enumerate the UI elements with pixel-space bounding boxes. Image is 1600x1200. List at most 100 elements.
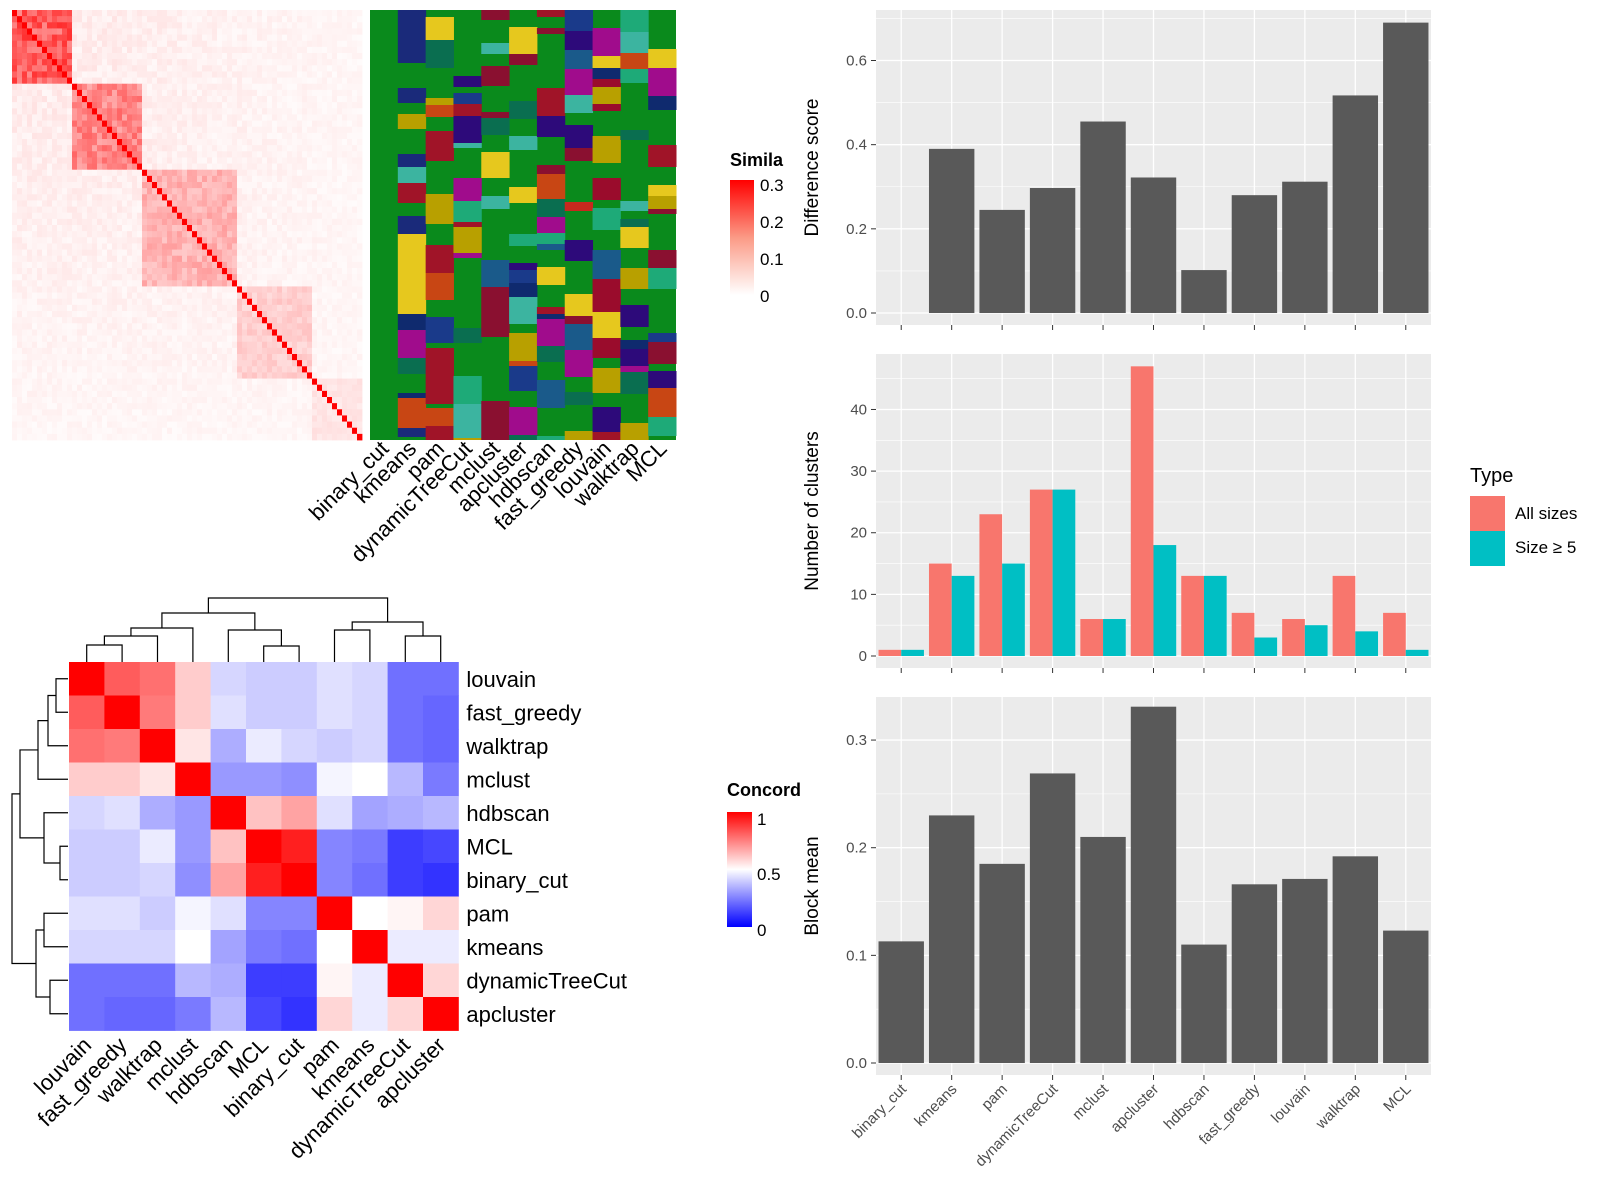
similarity-cell [157,218,163,226]
similarity-cell [157,341,163,349]
similarity-cell [112,163,118,171]
similarity-cell [72,237,78,244]
similarity-cell [277,200,283,207]
similarity-cell [247,200,253,207]
similarity-cell [87,280,93,287]
similarity-cell [252,114,258,121]
similarity-cell [272,206,278,214]
similarity-cell [147,225,153,232]
similarity-cell [262,347,268,355]
similarity-cell [67,126,73,134]
similarity-cell [207,298,213,306]
similarity-cell [307,10,313,17]
similarity-cell [157,268,163,275]
similarity-cell [132,292,138,300]
similarity-cell [117,96,123,103]
similarity-cell [152,243,158,250]
similarity-cell [287,16,293,23]
similarity-cell [102,347,108,355]
similarity-cell [242,390,248,398]
similarity-cell [282,403,288,410]
similarity-cell [37,261,43,269]
similarity-cell [87,384,93,392]
similarity-cell [87,132,93,140]
similarity-cell [37,182,43,189]
similarity-cell [127,249,133,257]
similarity-cell [47,341,53,349]
similarity-cell [297,175,303,183]
similarity-cell [102,397,108,404]
similarity-cell [192,77,198,85]
similarity-cell [157,65,163,72]
similarity-cell [52,268,58,275]
similarity-cell [92,71,98,78]
similarity-cell [147,397,153,404]
similarity-cell [182,427,188,435]
similarity-cell [167,65,173,72]
similarity-cell [132,274,138,281]
similarity-cell [352,280,358,287]
similarity-cell [217,403,223,410]
similarity-cell [272,243,278,250]
similarity-cell [347,59,353,66]
similarity-cell [192,372,198,379]
similarity-cell [157,409,163,416]
similarity-cell [182,65,188,72]
similarity-cell [232,378,238,386]
similarity-cell [242,292,248,300]
similarity-cell [142,28,148,35]
similarity-cell [247,329,253,336]
similarity-cell [37,341,43,349]
similarity-cell [107,200,113,207]
similarity-cell [267,145,273,152]
similarity-cell [302,366,308,373]
similarity-cell [302,120,308,128]
similarity-cell [197,182,203,189]
similarity-cell [47,286,53,293]
similarity-cell [287,237,293,244]
similarity-cell [37,206,43,214]
similarity-cell [62,212,68,220]
similarity-cell [37,53,43,60]
similarity-cell [187,120,193,128]
similarity-cell [132,212,138,220]
similarity-cell [132,354,138,361]
similarity-cell [122,46,128,54]
similarity-cell [82,366,88,373]
similarity-cell [62,132,68,140]
similarity-cell [12,132,18,140]
similarity-cell [92,231,98,238]
similarity-cell [267,139,273,146]
similarity-cell [322,341,328,349]
similarity-cell [337,372,343,379]
similarity-cell [207,16,213,23]
similarity-cell [347,317,353,324]
similarity-cell [172,46,178,54]
similarity-cell [332,157,338,164]
similarity-cell [262,108,268,115]
similarity-cell [332,89,338,97]
similarity-cell [142,108,148,115]
similarity-cell [242,354,248,361]
similarity-cell [37,347,43,355]
similarity-cell [162,384,168,392]
similarity-cell [247,409,253,416]
similarity-cell [207,175,213,183]
similarity-cell [212,151,218,158]
similarity-cell [337,83,343,91]
similarity-cell [142,163,148,171]
similarity-cell [97,102,103,109]
similarity-cell [82,22,88,29]
similarity-cell [112,292,118,300]
similarity-cell [352,40,358,48]
similarity-cell [357,151,363,158]
similarity-cell [57,120,63,128]
similarity-cell [337,102,343,109]
similarity-cell [17,231,23,238]
similarity-cell [297,139,303,146]
similarity-cell [287,157,293,164]
similarity-cell [342,114,348,121]
similarity-cell [152,335,158,343]
similarity-cell [162,311,168,318]
similarity-cell [212,212,218,220]
